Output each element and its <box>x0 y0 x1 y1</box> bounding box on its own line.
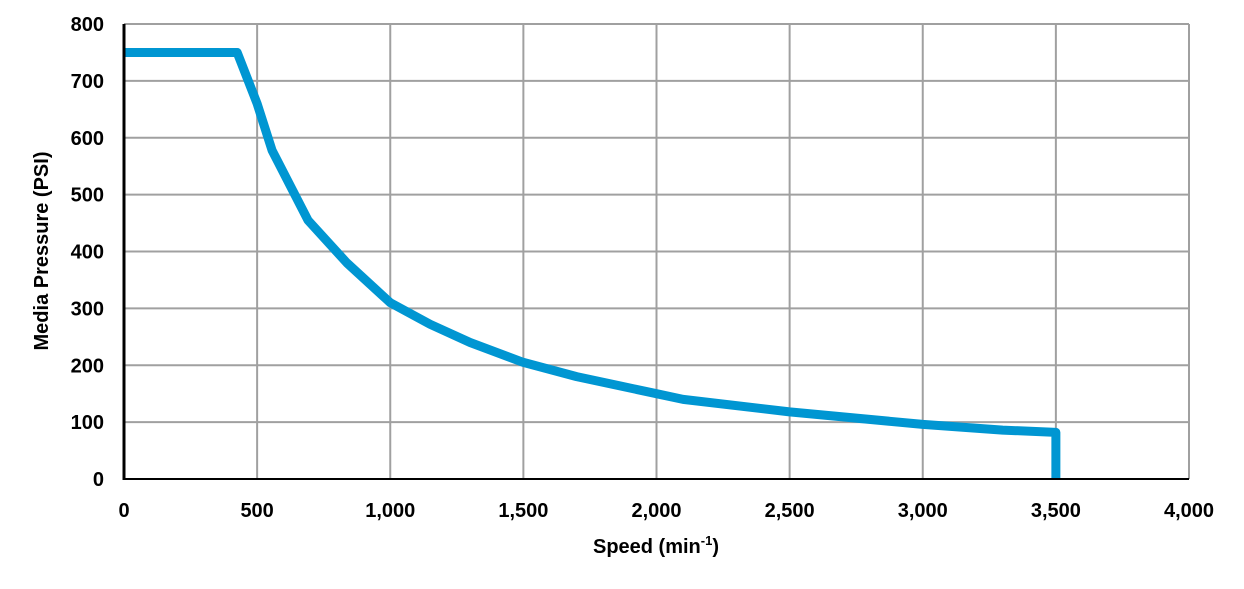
x-axis-label-end: ) <box>712 536 719 558</box>
x-tick-label: 0 <box>118 500 129 522</box>
series-layer <box>124 47 1061 479</box>
x-tick-label: 3,000 <box>898 500 948 522</box>
y-tick-label: 300 <box>71 298 104 320</box>
x-tick-label: 4,000 <box>1164 500 1214 522</box>
y-tick-label: 500 <box>71 185 104 207</box>
x-tick-label: 2,000 <box>631 500 681 522</box>
y-tick-label: 600 <box>71 128 104 150</box>
x-tick-label: 1,000 <box>365 500 415 522</box>
x-axis-label: Speed (min-1) <box>593 533 719 558</box>
grid <box>124 23 1190 479</box>
y-tick-label: 100 <box>71 412 104 434</box>
x-tick-label: 500 <box>240 500 273 522</box>
x-tick-label: 1,500 <box>498 500 548 522</box>
y-tick-label: 0 <box>93 469 104 491</box>
y-tick-label: 800 <box>71 14 104 36</box>
pressure-curve <box>124 47 1061 479</box>
x-tick-label: 3,500 <box>1031 500 1081 522</box>
x-tick-label: 2,500 <box>765 500 815 522</box>
x-axis-label-sup: -1 <box>701 533 713 548</box>
y-tick-label: 200 <box>71 355 104 377</box>
tick-labels: 0 500 1,000 1,500 2,000 2,500 3,000 3,500 4,000 0… <box>71 14 1214 522</box>
y-axis-label: Media Pressure (PSI) <box>31 152 53 351</box>
y-tick-label: 400 <box>71 242 104 264</box>
y-tick-label: 700 <box>71 71 104 93</box>
x-axis-label-main: Speed (min <box>593 536 701 558</box>
